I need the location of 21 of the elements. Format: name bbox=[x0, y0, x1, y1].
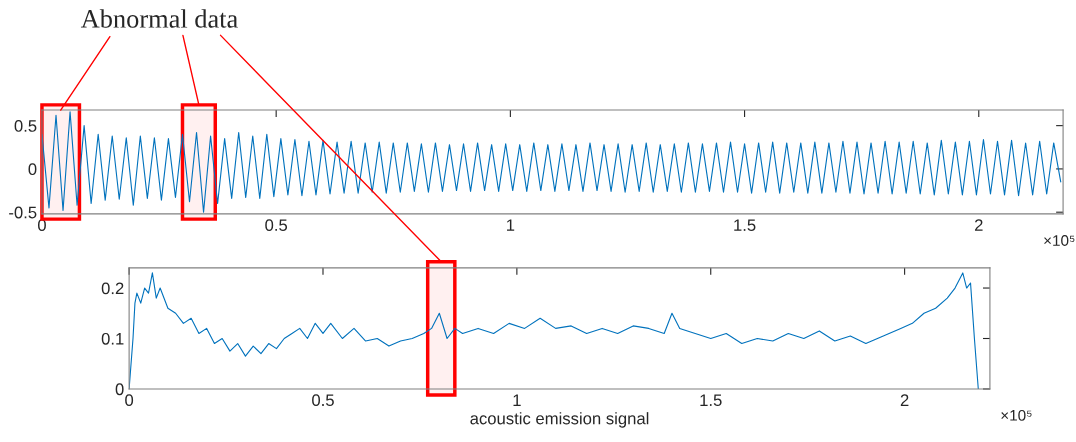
y-tick-label: 0.2 bbox=[101, 282, 124, 295]
annotation: Abnormal data bbox=[80, 9, 238, 28]
x-tick-label: 1.5 bbox=[700, 394, 722, 407]
x-tick-label: 0.5 bbox=[312, 394, 334, 407]
x-tick-label: 1.5 bbox=[734, 219, 756, 232]
x-tick-label: 1 bbox=[513, 394, 521, 406]
y-tick-label: 0.5 bbox=[14, 120, 37, 132]
y-tick-label: 0 bbox=[115, 383, 124, 396]
x-tick-label: 0.5 bbox=[265, 219, 288, 232]
x-axis-title: acoustic emission signal bbox=[470, 412, 649, 428]
x-tick-label: 2 bbox=[900, 394, 909, 406]
y-tick-label: 0 bbox=[28, 163, 37, 176]
text: ×10⁵ bbox=[1001, 409, 1032, 421]
y-tick-label: 0.1 bbox=[101, 332, 124, 345]
line-series bbox=[129, 272, 979, 389]
line-series bbox=[41, 111, 1062, 213]
x-tick-label: 2 bbox=[974, 219, 983, 231]
x-tick-label: 1 bbox=[507, 219, 515, 231]
text: ×10⁵ bbox=[1044, 235, 1075, 246]
x-tick-label: 0 bbox=[125, 394, 134, 407]
y-tick-label: -0.5 bbox=[9, 206, 37, 219]
